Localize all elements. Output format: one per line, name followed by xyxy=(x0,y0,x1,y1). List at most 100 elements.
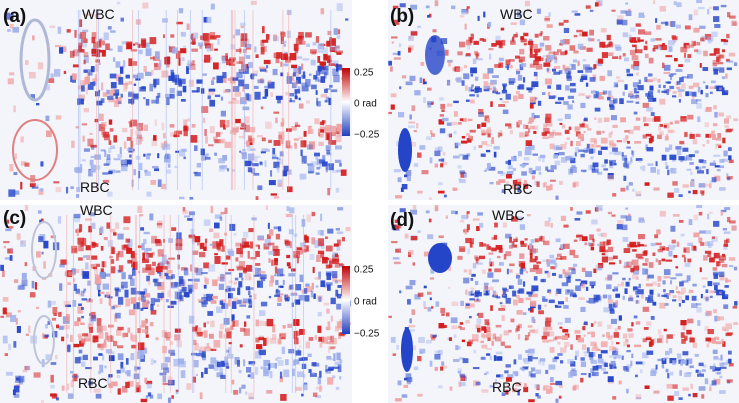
texture-cell xyxy=(259,162,262,165)
texture-cell xyxy=(20,182,22,190)
texture-cell xyxy=(108,148,111,153)
texture-cell xyxy=(200,243,204,249)
texture-cell xyxy=(507,171,513,175)
texture-cell xyxy=(701,394,704,398)
texture-cell xyxy=(309,126,312,128)
texture-cell xyxy=(250,241,253,248)
texture-cell xyxy=(627,328,632,331)
texture-cell xyxy=(413,262,416,265)
texture-cell xyxy=(459,154,464,156)
texture-cell xyxy=(517,86,519,90)
texture-cell xyxy=(722,92,725,95)
texture-cell xyxy=(245,391,248,394)
texture-cell xyxy=(109,355,115,361)
texture-cell xyxy=(298,32,304,38)
texture-cell xyxy=(223,90,229,94)
texture-cell xyxy=(210,43,213,50)
texture-cell xyxy=(170,301,176,305)
texture-cell xyxy=(326,167,332,170)
texture-cell xyxy=(518,334,520,340)
texture-cell xyxy=(308,354,312,357)
texture-cell xyxy=(86,87,88,94)
texture-cell xyxy=(483,12,485,18)
texture-cell xyxy=(526,140,532,146)
texture-cell xyxy=(491,248,496,252)
texture-cell xyxy=(576,141,581,146)
texture-cell xyxy=(17,233,21,239)
texture-cell xyxy=(158,249,164,256)
texture-cell xyxy=(646,107,652,112)
texture-cell xyxy=(608,91,611,96)
texture-cell xyxy=(485,319,490,325)
texture-cell xyxy=(269,229,273,235)
texture-cell xyxy=(40,188,43,191)
texture-cell xyxy=(156,266,163,272)
texture-cell xyxy=(613,98,618,103)
texture-cell xyxy=(611,215,615,217)
texture-cell xyxy=(209,228,213,232)
texture-cell xyxy=(542,340,549,343)
texture-cell xyxy=(717,372,721,374)
texture-cell xyxy=(654,338,656,344)
texture-cell xyxy=(166,299,169,302)
texture-cell xyxy=(538,156,541,161)
texture-cell xyxy=(334,338,337,344)
texture-cell xyxy=(489,54,491,60)
texture-cell xyxy=(523,124,526,128)
texture-cell xyxy=(212,78,214,80)
texture-cell xyxy=(496,92,500,94)
texture-cell xyxy=(636,295,639,297)
texture-cell xyxy=(664,269,671,275)
texture-cell xyxy=(718,316,724,320)
texture-cell xyxy=(305,32,312,37)
texture-cell xyxy=(269,180,276,185)
texture-cell xyxy=(549,132,554,136)
texture-cell xyxy=(487,272,493,277)
texture-cell xyxy=(399,86,401,89)
texture-cell xyxy=(467,224,470,230)
texture-cell xyxy=(284,166,289,172)
texture-cell xyxy=(583,59,587,61)
texture-cell xyxy=(513,299,518,305)
texture-cell xyxy=(656,259,658,263)
texture-cell xyxy=(644,77,647,82)
texture-cell xyxy=(289,207,294,213)
texture-cell xyxy=(200,392,203,399)
texture-cell xyxy=(636,23,641,26)
texture-cell xyxy=(502,101,508,103)
texture-cell xyxy=(301,64,303,71)
texture-cell xyxy=(440,104,445,109)
texture-cell xyxy=(287,324,292,328)
texture-cell xyxy=(126,358,129,365)
texture-cell xyxy=(639,160,642,163)
texture-cell xyxy=(580,357,584,360)
texture-cell xyxy=(399,43,401,47)
texture-cell xyxy=(640,166,643,170)
texture-cell xyxy=(320,129,324,132)
texture-cell xyxy=(548,364,555,369)
texture-cell xyxy=(701,294,703,298)
texture-cell xyxy=(536,76,538,80)
texture-cell xyxy=(685,295,689,300)
texture-cell xyxy=(275,118,277,124)
texture-cell xyxy=(53,181,59,183)
texture-cell xyxy=(424,82,427,85)
texture-cell xyxy=(597,244,600,246)
texture-cell xyxy=(118,77,123,85)
texture-cell xyxy=(13,341,16,348)
texture-cell xyxy=(299,345,301,347)
texture-cell xyxy=(306,44,310,47)
texture-cell xyxy=(249,295,252,297)
texture-cell xyxy=(585,95,591,97)
texture-cell xyxy=(112,247,116,254)
texture-cell xyxy=(700,63,702,68)
texture-cell xyxy=(304,131,307,137)
texture-cell xyxy=(578,150,584,152)
texture-cell xyxy=(477,328,481,333)
texture-cell xyxy=(241,239,244,245)
texture-cell xyxy=(436,301,440,306)
texture-cell xyxy=(162,18,168,22)
texture-cell xyxy=(601,138,608,144)
texture-cell xyxy=(86,245,92,250)
